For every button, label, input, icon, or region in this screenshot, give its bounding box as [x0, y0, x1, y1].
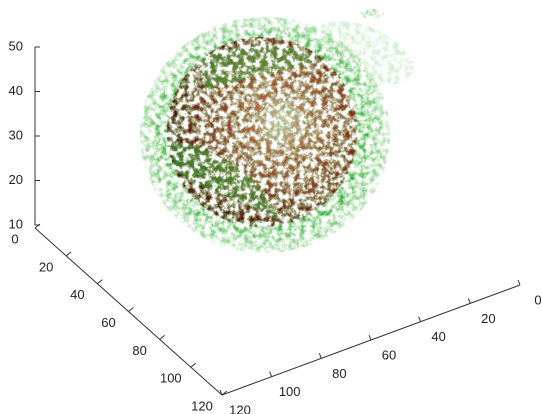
volume-render [140, 9, 414, 253]
y-tick-mark [34, 223, 41, 229]
z-tick-label: 30 [9, 127, 23, 142]
y-tick-label: 20 [39, 259, 53, 274]
y-tick-label: 100 [160, 371, 182, 386]
x-tick-mark [517, 279, 521, 286]
z-tick-label: 50 [9, 38, 23, 53]
x-tick-mark [219, 389, 223, 396]
x-tick-mark [269, 371, 273, 377]
y-tick-label: 60 [101, 315, 115, 330]
x-tick-label: 20 [481, 311, 495, 326]
x-tick-label: 120 [229, 402, 251, 414]
green-band [200, 45, 320, 90]
green-band [170, 140, 280, 220]
y-tick-mark [159, 334, 165, 340]
wisp [360, 9, 384, 19]
x-tick-mark [368, 334, 372, 341]
y-tick-mark [221, 390, 228, 396]
x-tick-label: 40 [431, 329, 445, 344]
z-tick-label: 40 [9, 83, 23, 98]
y-tick-mark [128, 307, 134, 312]
x-tick-label: 60 [382, 347, 396, 362]
x-tick-mark [467, 298, 471, 304]
x-tick-mark [418, 316, 422, 322]
x-tick-label: 80 [332, 366, 346, 381]
y-tick-mark [190, 362, 197, 368]
y-tick-label: 40 [70, 287, 84, 302]
y-tick-label: 80 [132, 343, 146, 358]
z-tick-label: 20 [9, 172, 23, 187]
x-tick-mark [318, 353, 322, 359]
y-tick-mark [65, 251, 72, 257]
y-tick-mark [97, 279, 103, 285]
z-tick-label: 10 [9, 216, 23, 231]
y-tick-label: 120 [191, 398, 213, 413]
x-tick-label: 100 [279, 384, 301, 399]
y-tick-label: 0 [11, 231, 18, 246]
x-tick-label: 0 [534, 292, 541, 307]
